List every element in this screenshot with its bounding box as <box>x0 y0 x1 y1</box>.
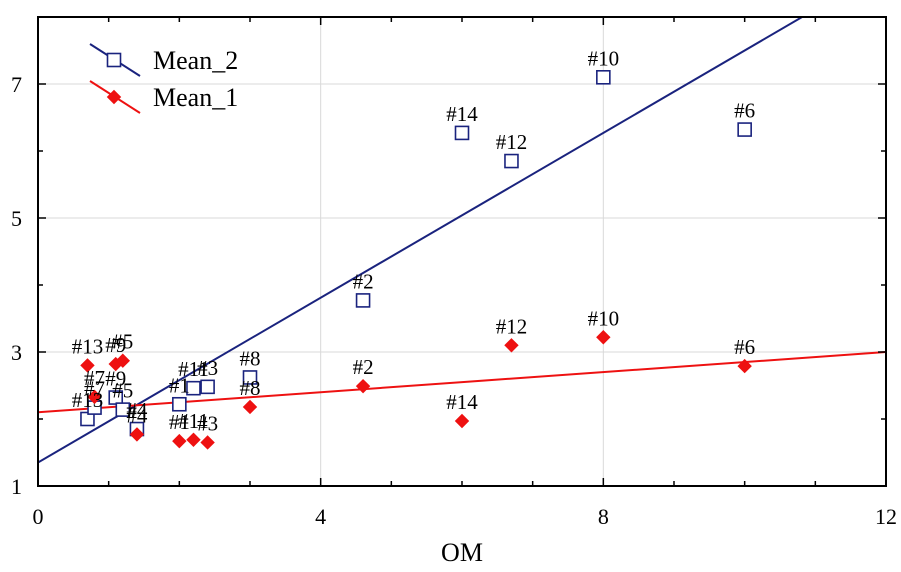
mean-2-point-label: #14 <box>446 102 478 126</box>
mean-2-point-label: #11 <box>178 357 209 381</box>
mean-1-point <box>200 435 215 450</box>
y-tick-label: 7 <box>11 72 22 97</box>
x-tick-label: 12 <box>875 504 897 529</box>
mean-2-point-label: #5 <box>112 379 133 403</box>
legend-marker-mean-1 <box>106 89 122 105</box>
mean-1-point-label: #7 <box>84 366 105 390</box>
mean-1-point-label: #10 <box>588 306 620 330</box>
legend-item-mean-1: Mean_1 <box>89 80 238 114</box>
mean-2-point <box>200 379 215 395</box>
x-tick-label: 4 <box>315 504 326 529</box>
legend-marker-mean-2 <box>106 52 122 68</box>
grid-lines <box>38 17 886 486</box>
mean-2-point-label: #12 <box>496 130 528 154</box>
mean-2-point <box>504 153 519 169</box>
mean-2-point <box>737 122 752 137</box>
mean-1-point-label: #2 <box>353 355 374 379</box>
mean-1-point-label: #3 <box>197 411 218 435</box>
mean-1-point-label: #14 <box>446 390 478 414</box>
x-axis-title: OM <box>441 538 483 567</box>
mean-2-point <box>186 380 201 396</box>
mean-2-point <box>242 370 258 385</box>
mean-2-point <box>355 293 371 308</box>
point-labels: #13#7 #9#5#4#1#11#3 #8#2#14#12#10#6#13#7#9… <box>72 46 755 435</box>
x-tick-label: 8 <box>598 504 609 529</box>
mean-1-point <box>454 413 470 429</box>
mean-2-point-label: #7 <box>84 377 105 401</box>
mean-2-point-label: #9 <box>105 367 126 391</box>
mean-1-point-label: #11 <box>178 409 209 433</box>
mean-1-point-label: #5 <box>112 330 133 354</box>
legend: Mean_2 Mean_1 <box>89 43 238 114</box>
mean-1-point-label: #8 <box>240 376 261 400</box>
legend-item-mean-2: Mean_2 <box>89 43 238 77</box>
legend-label-mean-2: Mean_2 <box>153 46 238 75</box>
mean-2-point-label: #4 <box>126 398 148 422</box>
mean-1-point-label: #1 <box>169 410 190 434</box>
mean-1-point-label: #9 <box>105 333 126 357</box>
mean-1-point <box>355 378 371 394</box>
mean-2-point <box>596 70 611 85</box>
mean-1-point <box>129 427 145 442</box>
mean-2-point-label: #8 <box>240 346 261 370</box>
mean-2-point-label: #2 <box>353 269 374 293</box>
mean-2-point-label: #3 <box>197 356 218 380</box>
mean-1-point <box>172 433 187 449</box>
mean-2-point <box>115 402 131 417</box>
mean-1-point <box>504 338 519 353</box>
y-tick-label: 3 <box>11 340 22 365</box>
mean-1-point <box>186 432 201 447</box>
mean-2-point <box>454 125 470 141</box>
mean-1-point <box>737 358 752 374</box>
mean-1-point <box>87 389 102 405</box>
mean-1-point <box>80 358 95 373</box>
mean-2-point-label: #13 <box>72 388 104 412</box>
axis-ticks <box>37 16 887 487</box>
mean-1-point-label: #13 <box>72 334 104 358</box>
mean-1-point-label: #4 <box>126 403 148 427</box>
mean-1-point <box>242 399 258 415</box>
mean-2-point-label: #1 <box>169 373 190 397</box>
y-tick-label: 5 <box>11 206 22 231</box>
mean-1-point <box>596 330 611 345</box>
data-points <box>80 70 752 450</box>
tick-labels: 0 4 8 12 1 3 5 7 <box>11 72 897 529</box>
mean-2-point-label: #6 <box>734 99 755 123</box>
mean-1-point-label: #6 <box>734 335 755 359</box>
y-tick-label: 1 <box>11 474 22 499</box>
mean-1-point-label: #12 <box>496 314 528 338</box>
mean-2-point <box>172 396 187 412</box>
mean-2-fit-line <box>38 17 805 464</box>
mean-1-point <box>115 353 131 368</box>
legend-label-mean-1: Mean_1 <box>153 83 238 112</box>
mean-2-point-label: #10 <box>588 46 620 70</box>
x-tick-label: 0 <box>33 504 44 529</box>
